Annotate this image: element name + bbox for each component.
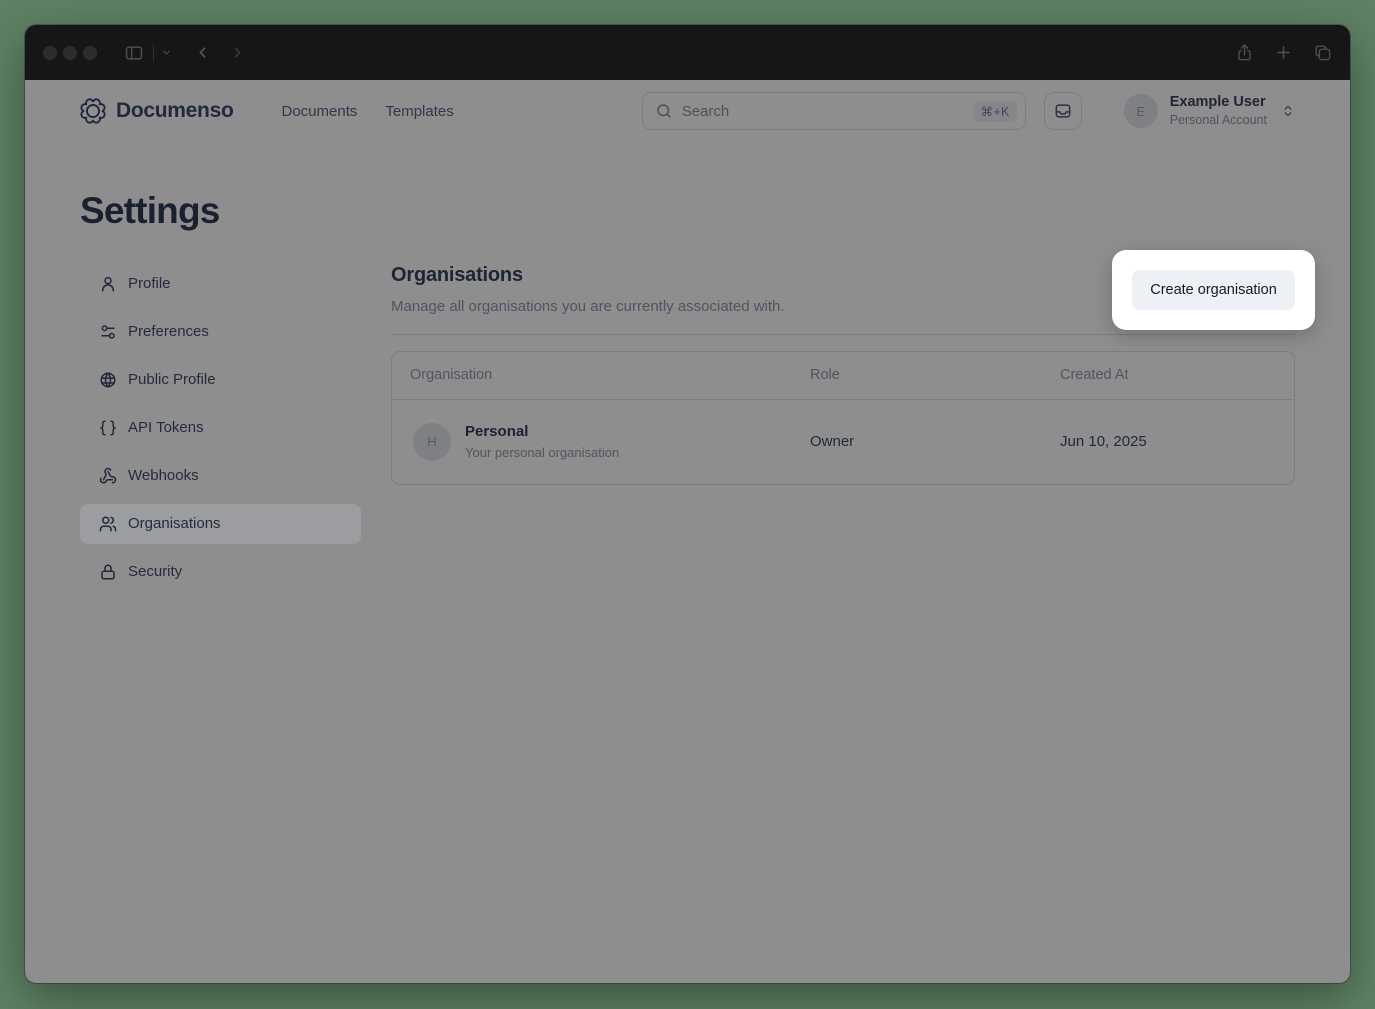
spotlight-highlight: Create organisation [1112, 250, 1315, 330]
create-organisation-button[interactable]: Create organisation [1132, 270, 1295, 310]
sidebar-item-label: Webhooks [128, 467, 199, 485]
webhook-icon [99, 467, 117, 485]
minimize-window-button[interactable] [63, 45, 77, 60]
search-shortcut-badge: ⌘+K [973, 100, 1017, 122]
sidebar-toggle-icon[interactable] [124, 43, 144, 63]
sidebar-item-public-profile[interactable]: Public Profile [80, 360, 361, 400]
settings-sidebar: Profile Preferences Public Profile [80, 264, 361, 600]
forward-icon[interactable] [229, 44, 246, 61]
lock-icon [99, 563, 117, 581]
brand-name: Documenso [116, 99, 234, 122]
inbox-icon [1053, 101, 1073, 121]
table-row[interactable]: H Personal Your personal organisation Ow… [392, 400, 1294, 484]
users-icon [99, 515, 117, 533]
search-bar[interactable]: ⌘+K [641, 92, 1026, 130]
browser-titlebar [25, 25, 1350, 80]
sidebar-item-preferences[interactable]: Preferences [80, 312, 361, 352]
sidebar-item-label: Public Profile [128, 371, 216, 389]
browser-window: Documenso Documents Templates ⌘+K E Exam… [25, 25, 1350, 983]
back-icon[interactable] [194, 44, 211, 61]
brand[interactable]: Documenso [80, 98, 234, 124]
sidebar-item-label: Preferences [128, 323, 209, 341]
sidebar-item-webhooks[interactable]: Webhooks [80, 456, 361, 496]
braces-icon [99, 419, 117, 437]
share-icon[interactable] [1235, 43, 1254, 62]
chevrons-up-down-icon [1281, 104, 1295, 118]
user-menu[interactable]: E Example User Personal Account [1123, 94, 1295, 128]
column-header-role: Role [810, 367, 840, 384]
inbox-button[interactable] [1043, 92, 1082, 130]
sidebar-item-label: Profile [128, 275, 171, 293]
user-account-type: Personal Account [1169, 112, 1267, 127]
documenso-logo-icon [80, 98, 106, 124]
user-icon [99, 275, 117, 293]
search-icon [655, 102, 673, 120]
sidebar-item-security[interactable]: Security [80, 552, 361, 592]
table-header-row: Organisation Role Created At [392, 352, 1294, 400]
globe-icon [99, 371, 117, 389]
user-avatar: E [1123, 94, 1158, 128]
organisation-description: Your personal organisation [465, 444, 620, 460]
section-title: Organisations [391, 263, 523, 286]
organisations-section: Organisations Manage all organisations y… [391, 264, 1295, 485]
section-divider [391, 333, 1295, 335]
organisation-created-at: Jun 10, 2025 [1060, 433, 1147, 451]
titlebar-divider [153, 44, 154, 61]
nav-templates[interactable]: Templates [385, 102, 454, 120]
organisations-table: Organisation Role Created At H Personal … [391, 350, 1295, 485]
primary-nav: Documents Templates [282, 103, 454, 120]
nav-documents[interactable]: Documents [281, 102, 358, 120]
column-header-organisation: Organisation [410, 367, 493, 384]
close-window-button[interactable] [43, 45, 57, 60]
organisation-avatar: H [413, 422, 451, 461]
user-name: Example User [1169, 94, 1266, 111]
section-description: Manage all organisations you are current… [391, 297, 785, 315]
chevron-down-icon[interactable] [161, 47, 172, 58]
new-tab-icon[interactable] [1274, 43, 1293, 62]
zoom-window-button[interactable] [83, 45, 97, 60]
sidebar-item-label: Security [128, 563, 183, 581]
app-header: Documenso Documents Templates ⌘+K E Exam… [25, 80, 1350, 142]
traffic-lights [43, 45, 97, 60]
organisation-name: Personal [465, 423, 529, 441]
settings-page: Settings Profile Preferences [25, 142, 1350, 600]
tab-overview-icon[interactable] [1313, 43, 1332, 62]
sidebar-item-label: API Tokens [128, 419, 204, 437]
page-title: Settings [80, 190, 220, 231]
sliders-icon [99, 323, 117, 341]
sidebar-item-api-tokens[interactable]: API Tokens [80, 408, 361, 448]
organisation-role: Owner [810, 433, 855, 451]
sidebar-item-label: Organisations [128, 515, 221, 533]
sidebar-item-profile[interactable]: Profile [80, 264, 361, 304]
search-input[interactable] [681, 102, 974, 120]
sidebar-item-organisations[interactable]: Organisations [80, 503, 361, 544]
column-header-created-at: Created At [1060, 367, 1129, 384]
